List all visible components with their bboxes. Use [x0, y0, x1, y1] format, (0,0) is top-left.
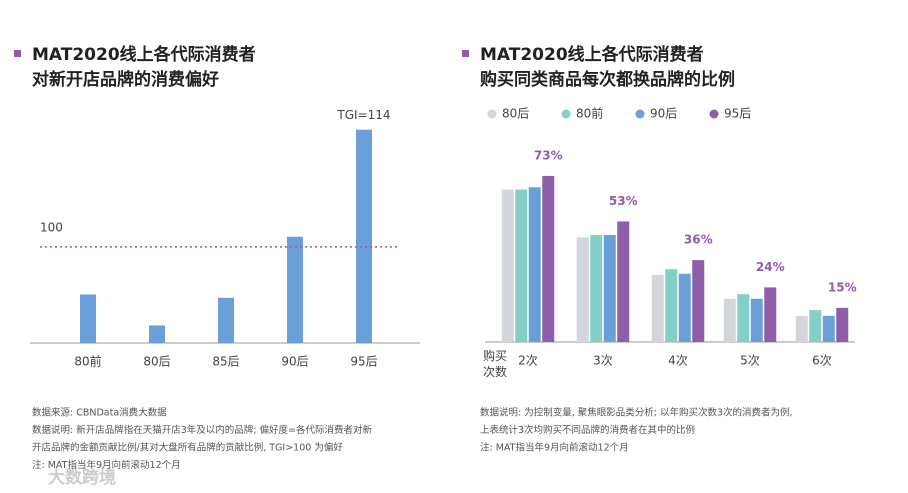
x-tick-label: 85后 — [212, 355, 239, 369]
reference-label: 100 — [40, 220, 63, 234]
chart-title: MAT2020线上各代际消费者 — [480, 44, 704, 65]
note: 数据说明: 为控制变量, 聚焦眼影品类分析; 以年购买次数3次的消费者为例, — [480, 407, 793, 419]
x-axis-label-box: 购买次数 — [483, 349, 508, 379]
bar — [822, 315, 835, 342]
bar — [651, 274, 664, 342]
x-tick-label: 6次 — [812, 354, 832, 368]
legend-marker — [487, 109, 497, 119]
watermark: 大数跨境 — [48, 467, 116, 488]
bar — [218, 297, 234, 343]
chart-title: 对新开店品牌的消费偏好 — [32, 69, 219, 90]
x-tick-label: 3次 — [593, 354, 613, 368]
bar — [576, 237, 589, 342]
x-tick-label: 80后 — [143, 355, 170, 369]
chart-title: MAT2020线上各代际消费者 — [32, 44, 256, 65]
legend-label: 80后 — [502, 107, 529, 121]
value-label: TGI=114 — [336, 108, 390, 122]
bar — [678, 273, 691, 342]
note: 数据来源: CBNData消费大数据 — [32, 407, 167, 419]
bar — [764, 287, 777, 342]
bar — [287, 236, 303, 343]
x-tick-label: 4次 — [668, 354, 688, 368]
title-bullet — [462, 50, 469, 57]
legend-marker — [709, 109, 719, 119]
value-label: 15% — [828, 280, 857, 294]
bar — [665, 269, 678, 342]
legend-marker — [635, 109, 645, 119]
bar — [809, 310, 822, 342]
bar — [149, 325, 165, 343]
legend-label: 95后 — [724, 107, 751, 121]
x-tick-label: 90后 — [281, 355, 308, 369]
bar — [528, 187, 541, 342]
bar — [501, 189, 514, 342]
value-label: 24% — [756, 260, 785, 274]
note: 数据说明: 新开店品牌指在天猫开店3年及以内的品牌; 偏好度=各代际消费者对新 — [32, 424, 372, 436]
title-bullet — [14, 50, 21, 57]
x-axis-label: 购买次数 — [483, 349, 508, 379]
bar — [80, 294, 96, 343]
bar — [692, 260, 705, 342]
bar — [723, 298, 736, 342]
bar — [515, 189, 528, 342]
bar — [356, 129, 372, 343]
note: 注: MAT指当年9月向前滚动12个月 — [32, 459, 181, 471]
note: 开店品牌的金额贡献比例/其对大盘所有品牌的贡献比例, TGI>100 为偏好 — [32, 442, 343, 454]
legend-label: 80前 — [576, 106, 603, 121]
bar — [590, 235, 603, 342]
bar — [603, 235, 616, 342]
value-label: 53% — [609, 194, 638, 208]
bar — [795, 315, 808, 342]
x-tick-label: 95后 — [350, 355, 377, 369]
bar — [750, 298, 763, 342]
value-label: 73% — [534, 148, 563, 162]
x-tick-label: 5次 — [740, 354, 760, 368]
legend-marker — [561, 109, 571, 119]
value-label: 36% — [684, 233, 713, 247]
chart-title: 购买同类商品每次都换品牌的比例 — [480, 69, 735, 90]
bar — [542, 175, 555, 342]
note: 注: MAT指当年9月向前滚动12个月 — [480, 442, 629, 454]
bar — [617, 221, 630, 342]
bar — [737, 294, 750, 342]
note: 上表统计3次均购买不同品牌的消费者在其中的比例 — [480, 424, 695, 436]
bar — [836, 307, 849, 342]
x-tick-label: 80前 — [74, 354, 101, 369]
x-tick-label: 2次 — [518, 354, 538, 368]
legend-label: 90后 — [650, 107, 677, 121]
